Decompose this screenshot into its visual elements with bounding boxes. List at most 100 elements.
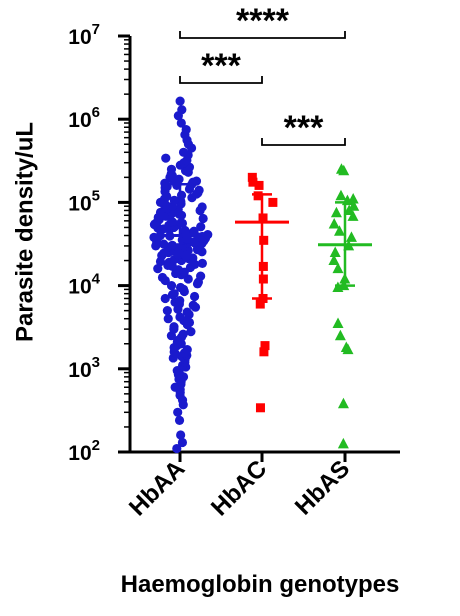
data-point-HbAC [258, 261, 268, 271]
data-point-HbAS [333, 225, 345, 236]
data-point-HbAA [176, 118, 186, 128]
data-point-HbAS [330, 206, 342, 218]
data-point-HbAA [173, 407, 183, 417]
data-point-HbAA [182, 345, 192, 355]
data-point-HbAS [328, 254, 340, 266]
data-point-HbAA [172, 443, 182, 454]
x-ticks: HbAA HbAC HbAS [124, 452, 355, 521]
y-tick-label: 104 [68, 271, 100, 299]
data-point-HbAA [169, 322, 179, 332]
y-tick-base: 10 [68, 359, 91, 382]
data-point-HbAA [198, 213, 208, 224]
significance-brackets: ********** [179, 2, 346, 147]
data-point-HbAA [194, 185, 204, 195]
data-point-HbAS [345, 231, 357, 242]
y-axis-title: Parasite density/uL [11, 122, 38, 342]
data-point-HbAA [167, 240, 177, 250]
data-point-HbAA [166, 281, 177, 291]
data-point-HbAS [328, 218, 340, 229]
data-point-HbAC [259, 235, 269, 245]
data-point-HbAA [176, 190, 187, 200]
data-point-HbAA [178, 329, 188, 339]
data-point-HbAA [160, 293, 170, 304]
y-tick-base: 10 [68, 276, 91, 299]
data-point-HbAA [162, 306, 172, 316]
y-tick-exponent: 5 [92, 187, 100, 204]
y-tick-base: 10 [68, 192, 91, 215]
x-tick-label: HbAC [206, 455, 272, 521]
significance-label: **** [236, 2, 290, 40]
y-tick-label: 103 [68, 354, 100, 382]
y-tick-label: 106 [68, 104, 100, 132]
data-point-HbAA [191, 176, 202, 186]
data-point-HbAA [157, 272, 168, 283]
data-point-HbAC [254, 180, 264, 190]
data-point-HbAC [260, 341, 270, 351]
y-tick-label: 105 [68, 187, 100, 215]
data-point-HbAA [163, 314, 173, 324]
y-tick-base: 10 [68, 26, 91, 49]
data-point-HbAS [329, 246, 341, 257]
x-tick-label: HbAS [290, 455, 355, 520]
data-point-HbAS [338, 164, 350, 176]
data-point-HbAA [177, 437, 188, 448]
data-point-HbAA [196, 222, 206, 232]
data-point-HbAC [258, 274, 268, 284]
data-point-HbAA [197, 202, 207, 212]
data-point-HbAS [342, 343, 354, 355]
data-point-HbAA [181, 124, 191, 135]
data-point-HbAA [169, 195, 179, 205]
data-point-HbAA [182, 307, 192, 317]
data-point-HbAC [253, 191, 263, 201]
data-point-HbAS [337, 437, 349, 449]
data-point-HbAA [180, 225, 190, 236]
data-point-HbAA [196, 271, 206, 281]
y-tick-base: 10 [68, 442, 91, 465]
data-point-HbAS [332, 262, 344, 274]
y-tick-label: 102 [68, 437, 100, 465]
data-point-HbAS [343, 204, 355, 215]
data-point-HbAA [177, 105, 187, 115]
x-axis-title: Haemoglobin genotypes [121, 571, 400, 598]
data-point-HbAA [174, 415, 185, 425]
data-point-HbAC [247, 172, 257, 182]
data-point-HbAA [175, 96, 185, 106]
y-tick-exponent: 3 [92, 354, 100, 371]
data-point-HbAA [174, 174, 184, 184]
significance-bracket [179, 76, 263, 84]
x-tick-label: HbAA [124, 455, 190, 521]
y-tick-exponent: 7 [92, 21, 100, 38]
data-point-HbAS [334, 329, 346, 341]
data-point-HbAA [197, 258, 207, 268]
data-point-HbAA [188, 253, 198, 263]
data-point-HbAA [176, 430, 186, 440]
data-point-HbAS [347, 210, 359, 221]
data-point-HbAC [268, 197, 278, 207]
data-point-HbAS [332, 317, 344, 329]
data-points [149, 96, 360, 454]
data-point-HbAA [186, 326, 196, 337]
y-tick-exponent: 6 [92, 104, 100, 121]
data-point-HbAA [153, 264, 163, 274]
data-point-HbAS [335, 189, 347, 201]
significance-bracket [261, 138, 346, 146]
data-point-HbAC [259, 347, 269, 357]
data-point-HbAA [188, 300, 198, 310]
data-point-HbAA [169, 289, 179, 299]
significance-label: *** [201, 47, 241, 85]
data-point-HbAC [248, 177, 258, 187]
data-point-HbAA [175, 296, 185, 306]
data-point-HbAS [337, 397, 349, 409]
data-point-HbAA [175, 282, 186, 293]
significance-label: *** [284, 109, 324, 147]
data-point-HbAC [255, 403, 265, 413]
y-tick-label: 107 [68, 21, 100, 49]
data-point-HbAA [183, 274, 193, 284]
data-point-HbAC [255, 299, 265, 309]
error-bars [153, 183, 372, 300]
data-point-HbAA [178, 147, 189, 157]
data-point-HbAA [175, 312, 185, 322]
data-point-HbAA [166, 164, 177, 174]
